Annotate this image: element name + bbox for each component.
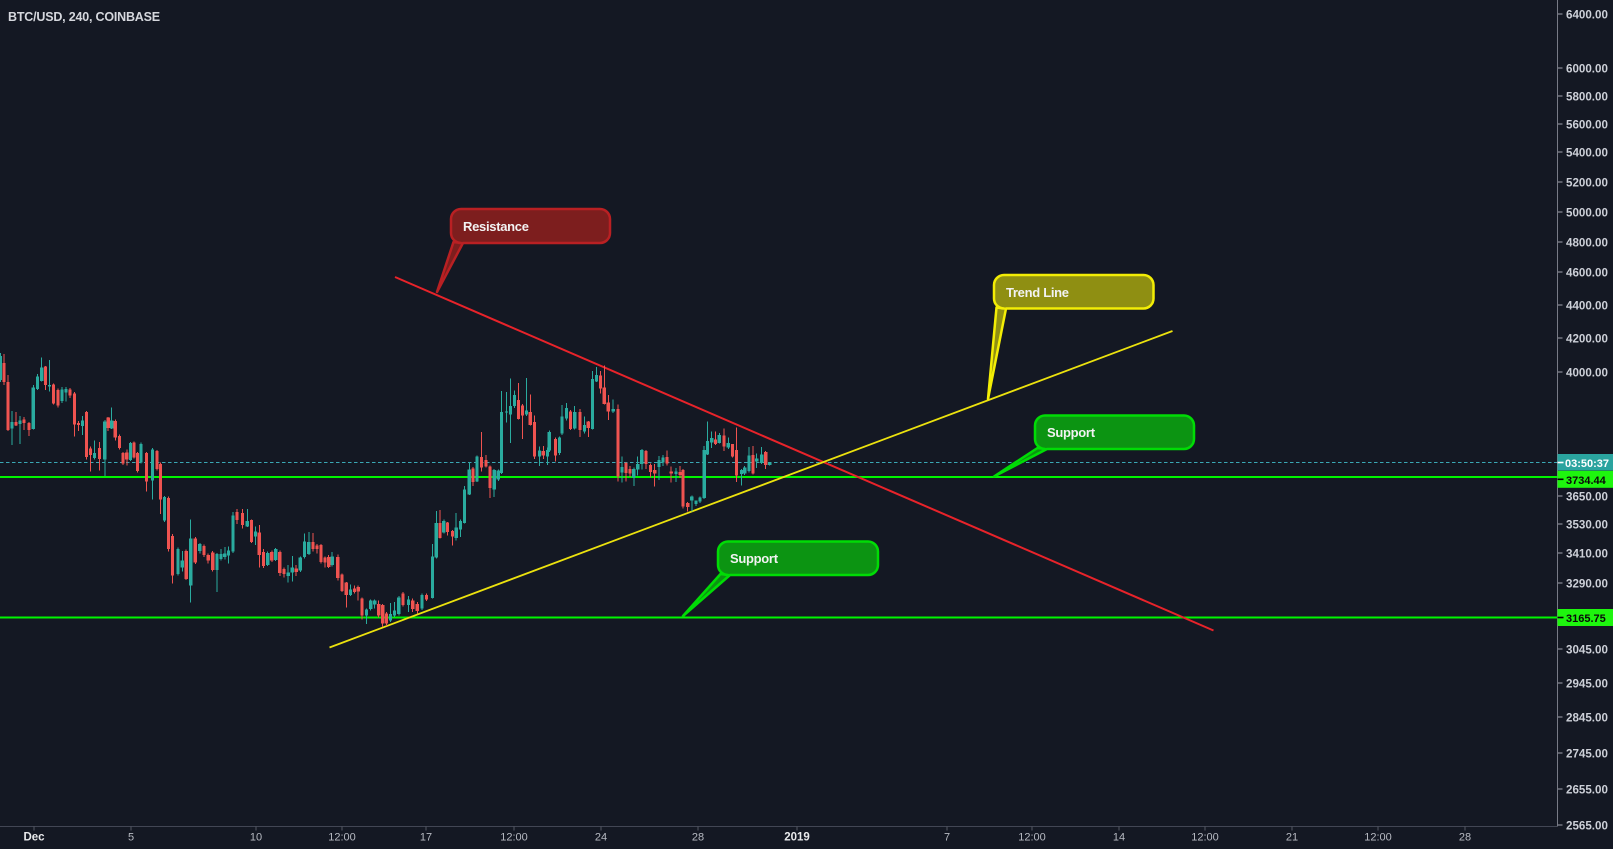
svg-text:3165.75: 3165.75 [1566, 613, 1606, 625]
svg-text:5000.00: 5000.00 [1566, 207, 1608, 220]
svg-text:5: 5 [128, 832, 134, 844]
svg-text:03:50:37: 03:50:37 [1565, 458, 1609, 470]
svg-text:3045.00: 3045.00 [1566, 644, 1608, 657]
svg-text:12:00: 12:00 [500, 832, 528, 844]
svg-text:12:00: 12:00 [328, 832, 356, 844]
svg-text:14: 14 [1113, 832, 1125, 844]
svg-text:Resistance: Resistance [463, 219, 529, 234]
svg-text:12:00: 12:00 [1018, 832, 1046, 844]
svg-text:4000.00: 4000.00 [1566, 367, 1608, 380]
svg-text:10: 10 [250, 832, 262, 844]
svg-text:17: 17 [420, 832, 432, 844]
svg-text:7: 7 [944, 832, 950, 844]
svg-text:28: 28 [1459, 832, 1471, 844]
svg-text:2565.00: 2565.00 [1566, 820, 1608, 833]
svg-text:6400.00: 6400.00 [1566, 9, 1608, 22]
svg-text:12:00: 12:00 [1364, 832, 1392, 844]
svg-text:5600.00: 5600.00 [1566, 119, 1608, 132]
svg-text:5200.00: 5200.00 [1566, 177, 1608, 190]
svg-text:4200.00: 4200.00 [1566, 333, 1608, 346]
svg-text:2845.00: 2845.00 [1566, 712, 1608, 725]
svg-text:2945.00: 2945.00 [1566, 678, 1608, 691]
svg-text:2655.00: 2655.00 [1566, 784, 1608, 797]
svg-text:5400.00: 5400.00 [1566, 147, 1608, 160]
svg-text:6000.00: 6000.00 [1566, 63, 1608, 76]
svg-text:24: 24 [595, 832, 607, 844]
svg-text:2745.00: 2745.00 [1566, 748, 1608, 761]
svg-text:Support: Support [1047, 425, 1096, 440]
svg-text:BTC/USD, 240, COINBASE: BTC/USD, 240, COINBASE [8, 10, 160, 24]
svg-text:3410.00: 3410.00 [1566, 548, 1608, 561]
svg-text:3290.00: 3290.00 [1566, 578, 1608, 591]
svg-text:3734.44: 3734.44 [1566, 475, 1607, 487]
svg-text:21: 21 [1286, 832, 1298, 844]
svg-text:Support: Support [730, 551, 779, 566]
svg-text:4600.00: 4600.00 [1566, 267, 1608, 280]
svg-text:Trend Line: Trend Line [1006, 285, 1069, 300]
svg-text:4400.00: 4400.00 [1566, 300, 1608, 313]
svg-text:28: 28 [692, 832, 704, 844]
svg-text:12:00: 12:00 [1191, 832, 1219, 844]
svg-text:2019: 2019 [784, 832, 810, 844]
svg-text:5800.00: 5800.00 [1566, 91, 1608, 104]
svg-text:4800.00: 4800.00 [1566, 237, 1608, 250]
svg-text:3650.00: 3650.00 [1566, 491, 1608, 504]
svg-text:3530.00: 3530.00 [1566, 519, 1608, 532]
svg-text:Dec: Dec [23, 832, 45, 844]
